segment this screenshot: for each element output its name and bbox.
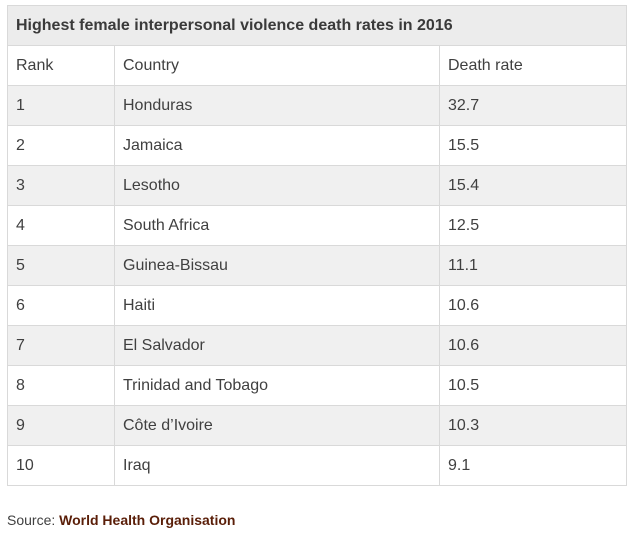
country-cell: Iraq (114, 445, 440, 486)
rank-cell: 10 (7, 445, 115, 486)
death-rate-cell: 10.3 (439, 405, 627, 446)
table-header-row: Rank Country Death rate (7, 45, 627, 86)
death-rate-cell: 10.6 (439, 285, 627, 326)
table-row: 9 Côte d’Ivoire 10.3 (7, 405, 627, 446)
rank-cell: 4 (7, 205, 115, 246)
death-rate-cell: 10.5 (439, 365, 627, 406)
source-prefix: Source: (7, 512, 56, 528)
rank-cell: 7 (7, 325, 115, 366)
source-line: Source: World Health Organisation (7, 512, 235, 528)
rank-cell: 5 (7, 245, 115, 286)
country-cell: Guinea-Bissau (114, 245, 440, 286)
table-row: 2 Jamaica 15.5 (7, 125, 627, 166)
column-header-death-rate: Death rate (439, 45, 627, 86)
country-cell: Côte d’Ivoire (114, 405, 440, 446)
data-table-container: Highest female interpersonal violence de… (7, 5, 627, 486)
table-row: 7 El Salvador 10.6 (7, 325, 627, 366)
country-cell: Haiti (114, 285, 440, 326)
source-link[interactable]: World Health Organisation (59, 512, 236, 528)
rank-cell: 6 (7, 285, 115, 326)
column-header-rank: Rank (7, 45, 115, 86)
rank-cell: 2 (7, 125, 115, 166)
death-rate-cell: 15.5 (439, 125, 627, 166)
death-rate-cell: 10.6 (439, 325, 627, 366)
death-rates-table: Highest female interpersonal violence de… (7, 5, 627, 486)
rank-cell: 9 (7, 405, 115, 446)
death-rate-cell: 32.7 (439, 85, 627, 126)
country-cell: Honduras (114, 85, 440, 126)
table-row: 4 South Africa 12.5 (7, 205, 627, 246)
table-row: 1 Honduras 32.7 (7, 85, 627, 126)
country-cell: Jamaica (114, 125, 440, 166)
table-row: 3 Lesotho 15.4 (7, 165, 627, 206)
rank-cell: 3 (7, 165, 115, 206)
death-rate-cell: 12.5 (439, 205, 627, 246)
death-rate-cell: 15.4 (439, 165, 627, 206)
table-row: 10 Iraq 9.1 (7, 445, 627, 486)
table-title: Highest female interpersonal violence de… (7, 5, 627, 45)
country-cell: Lesotho (114, 165, 440, 206)
death-rate-cell: 9.1 (439, 445, 627, 486)
rank-cell: 8 (7, 365, 115, 406)
table-row: 6 Haiti 10.6 (7, 285, 627, 326)
country-cell: Trinidad and Tobago (114, 365, 440, 406)
table-row: 8 Trinidad and Tobago 10.5 (7, 365, 627, 406)
death-rate-cell: 11.1 (439, 245, 627, 286)
column-header-country: Country (114, 45, 440, 86)
country-cell: South Africa (114, 205, 440, 246)
rank-cell: 1 (7, 85, 115, 126)
table-row: 5 Guinea-Bissau 11.1 (7, 245, 627, 286)
country-cell: El Salvador (114, 325, 440, 366)
